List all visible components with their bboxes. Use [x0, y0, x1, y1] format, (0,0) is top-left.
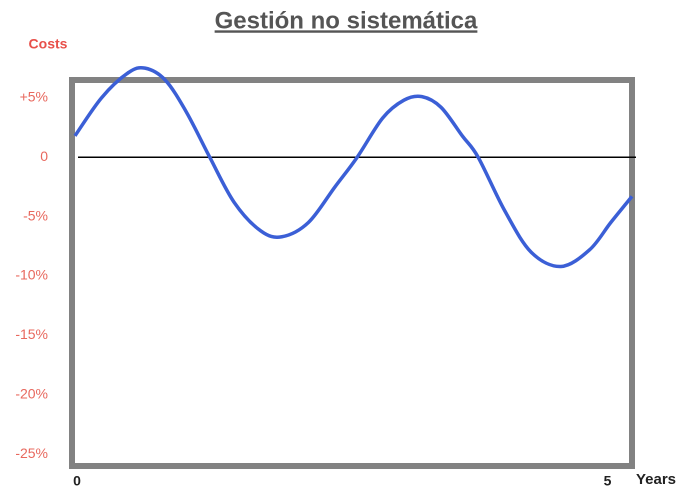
plot-frame: [69, 77, 635, 469]
line: [73, 65, 634, 269]
y-axis-label: Costs: [29, 36, 68, 52]
y-tick-label: -5%: [23, 207, 48, 223]
chart-title: Gestión no sistemática: [215, 7, 478, 34]
y-tick-label: 0: [40, 148, 48, 164]
y-tick-label: -10%: [15, 267, 48, 283]
y-tick-label: +5%: [20, 89, 48, 105]
y-tick-label: -20%: [15, 385, 48, 401]
y-tick-label: -25%: [15, 445, 48, 461]
x-tick-label: 5: [604, 473, 612, 489]
x-tick-label: 0: [73, 473, 81, 489]
x-axis-label: Years: [636, 471, 676, 488]
y-tick-label: -15%: [15, 326, 48, 342]
